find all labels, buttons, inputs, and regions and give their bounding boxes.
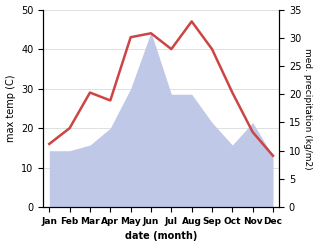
X-axis label: date (month): date (month) [125,231,197,242]
Y-axis label: med. precipitation (kg/m2): med. precipitation (kg/m2) [303,48,313,169]
Y-axis label: max temp (C): max temp (C) [5,75,16,142]
